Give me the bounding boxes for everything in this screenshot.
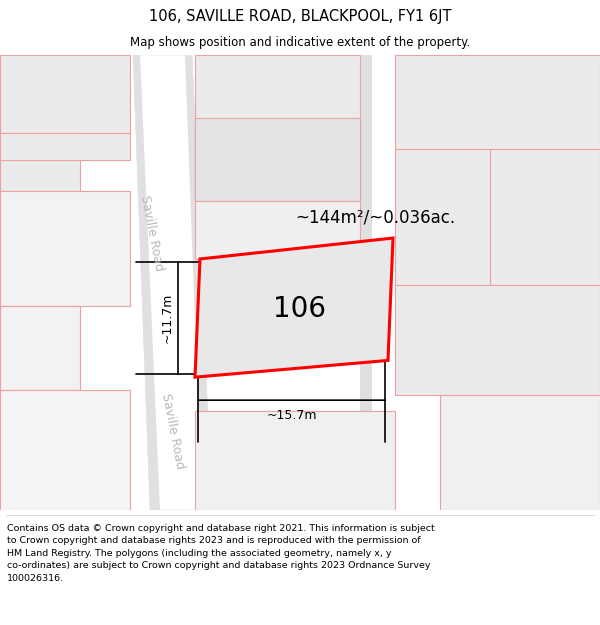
- Bar: [395, 149, 490, 285]
- Polygon shape: [185, 55, 212, 510]
- Bar: [0, 306, 80, 390]
- Bar: [0, 390, 130, 510]
- Bar: [0, 134, 80, 191]
- Polygon shape: [195, 238, 393, 377]
- Bar: [195, 411, 395, 510]
- Bar: [440, 395, 600, 510]
- Bar: [0, 191, 130, 306]
- Text: ~11.7m: ~11.7m: [161, 293, 174, 343]
- Text: 106, SAVILLE ROAD, BLACKPOOL, FY1 6JT: 106, SAVILLE ROAD, BLACKPOOL, FY1 6JT: [149, 9, 451, 24]
- Text: Saville Road: Saville Road: [138, 194, 166, 272]
- Bar: [395, 285, 600, 395]
- Text: ~144m²/~0.036ac.: ~144m²/~0.036ac.: [295, 208, 455, 226]
- Bar: [195, 118, 360, 201]
- Bar: [195, 201, 360, 259]
- Polygon shape: [133, 55, 212, 510]
- Text: Saville Road: Saville Road: [159, 392, 187, 471]
- Polygon shape: [133, 55, 160, 510]
- Bar: [195, 55, 360, 201]
- Text: Contains OS data © Crown copyright and database right 2021. This information is : Contains OS data © Crown copyright and d…: [7, 524, 435, 582]
- Bar: [0, 134, 130, 159]
- Bar: [395, 55, 600, 149]
- Text: 106: 106: [272, 294, 325, 322]
- Text: Map shows position and indicative extent of the property.: Map shows position and indicative extent…: [130, 36, 470, 49]
- Bar: [490, 149, 600, 285]
- Bar: [0, 55, 130, 134]
- Text: ~15.7m: ~15.7m: [266, 409, 317, 422]
- Bar: [360, 55, 372, 510]
